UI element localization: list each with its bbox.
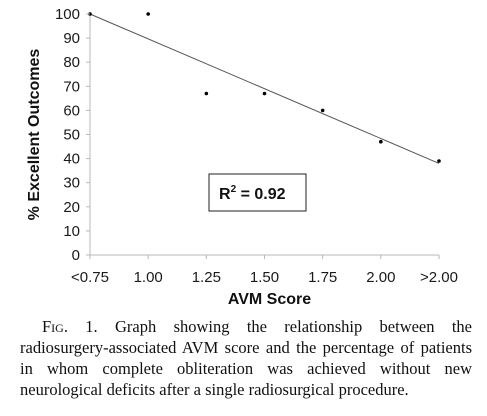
y-tick-label: 90	[63, 30, 80, 47]
caption-text: Graph showing the relationship between t…	[20, 317, 472, 399]
y-tick-label: 100	[55, 6, 80, 23]
y-tick-label: 30	[63, 175, 80, 192]
r-squared-value: = 0.92	[236, 186, 285, 203]
plot-area	[88, 12, 441, 256]
y-tick-label: 20	[63, 199, 80, 216]
r-squared-text: R2 = 0.92	[219, 184, 286, 203]
data-point	[146, 12, 150, 16]
x-axis-title: AVM Score	[228, 291, 311, 308]
x-tick-label: 1.25	[192, 269, 221, 286]
figure-caption: Fig. 1. Graph showing the relationship b…	[20, 316, 472, 400]
figure-label: Fig. 1.	[42, 317, 98, 336]
annotation-box	[208, 173, 307, 212]
y-axis-title: % Excellent Outcomes	[26, 49, 43, 221]
r-squared-superscript: 2	[231, 184, 237, 195]
data-point	[379, 139, 383, 144]
r-squared-base: R	[219, 186, 231, 203]
y-tick-label: 70	[63, 78, 80, 95]
data-point	[437, 159, 441, 163]
x-tick-label: 1.00	[134, 269, 163, 286]
y-tick-label: 80	[63, 54, 80, 71]
data-point	[262, 91, 267, 96]
x-tick-label: >2.00	[420, 269, 458, 286]
y-tick-label: 60	[63, 102, 80, 119]
y-tick-label: 10	[63, 223, 80, 240]
y-tick-label: 0	[72, 247, 80, 264]
trend-line	[89, 13, 440, 164]
x-axis-ticks: <0.75 1.00 1.25 1.50 1.75 2.00 >2.00	[71, 255, 458, 286]
y-tick-label: 40	[63, 151, 80, 168]
x-tick-label: 2.00	[366, 269, 395, 286]
x-tick-label: <0.75	[71, 269, 109, 286]
x-tick-label: 1.50	[250, 269, 279, 286]
data-point	[204, 91, 209, 96]
x-tick-label: 1.75	[308, 269, 337, 286]
r-squared-annotation: R2 = 0.92	[208, 173, 307, 212]
data-point	[320, 108, 325, 113]
plot-background	[90, 14, 439, 255]
y-axis-ticks: 0 10 20 30 40 50 60 70 80 90 100	[55, 6, 90, 264]
y-tick-label: 50	[63, 127, 80, 144]
